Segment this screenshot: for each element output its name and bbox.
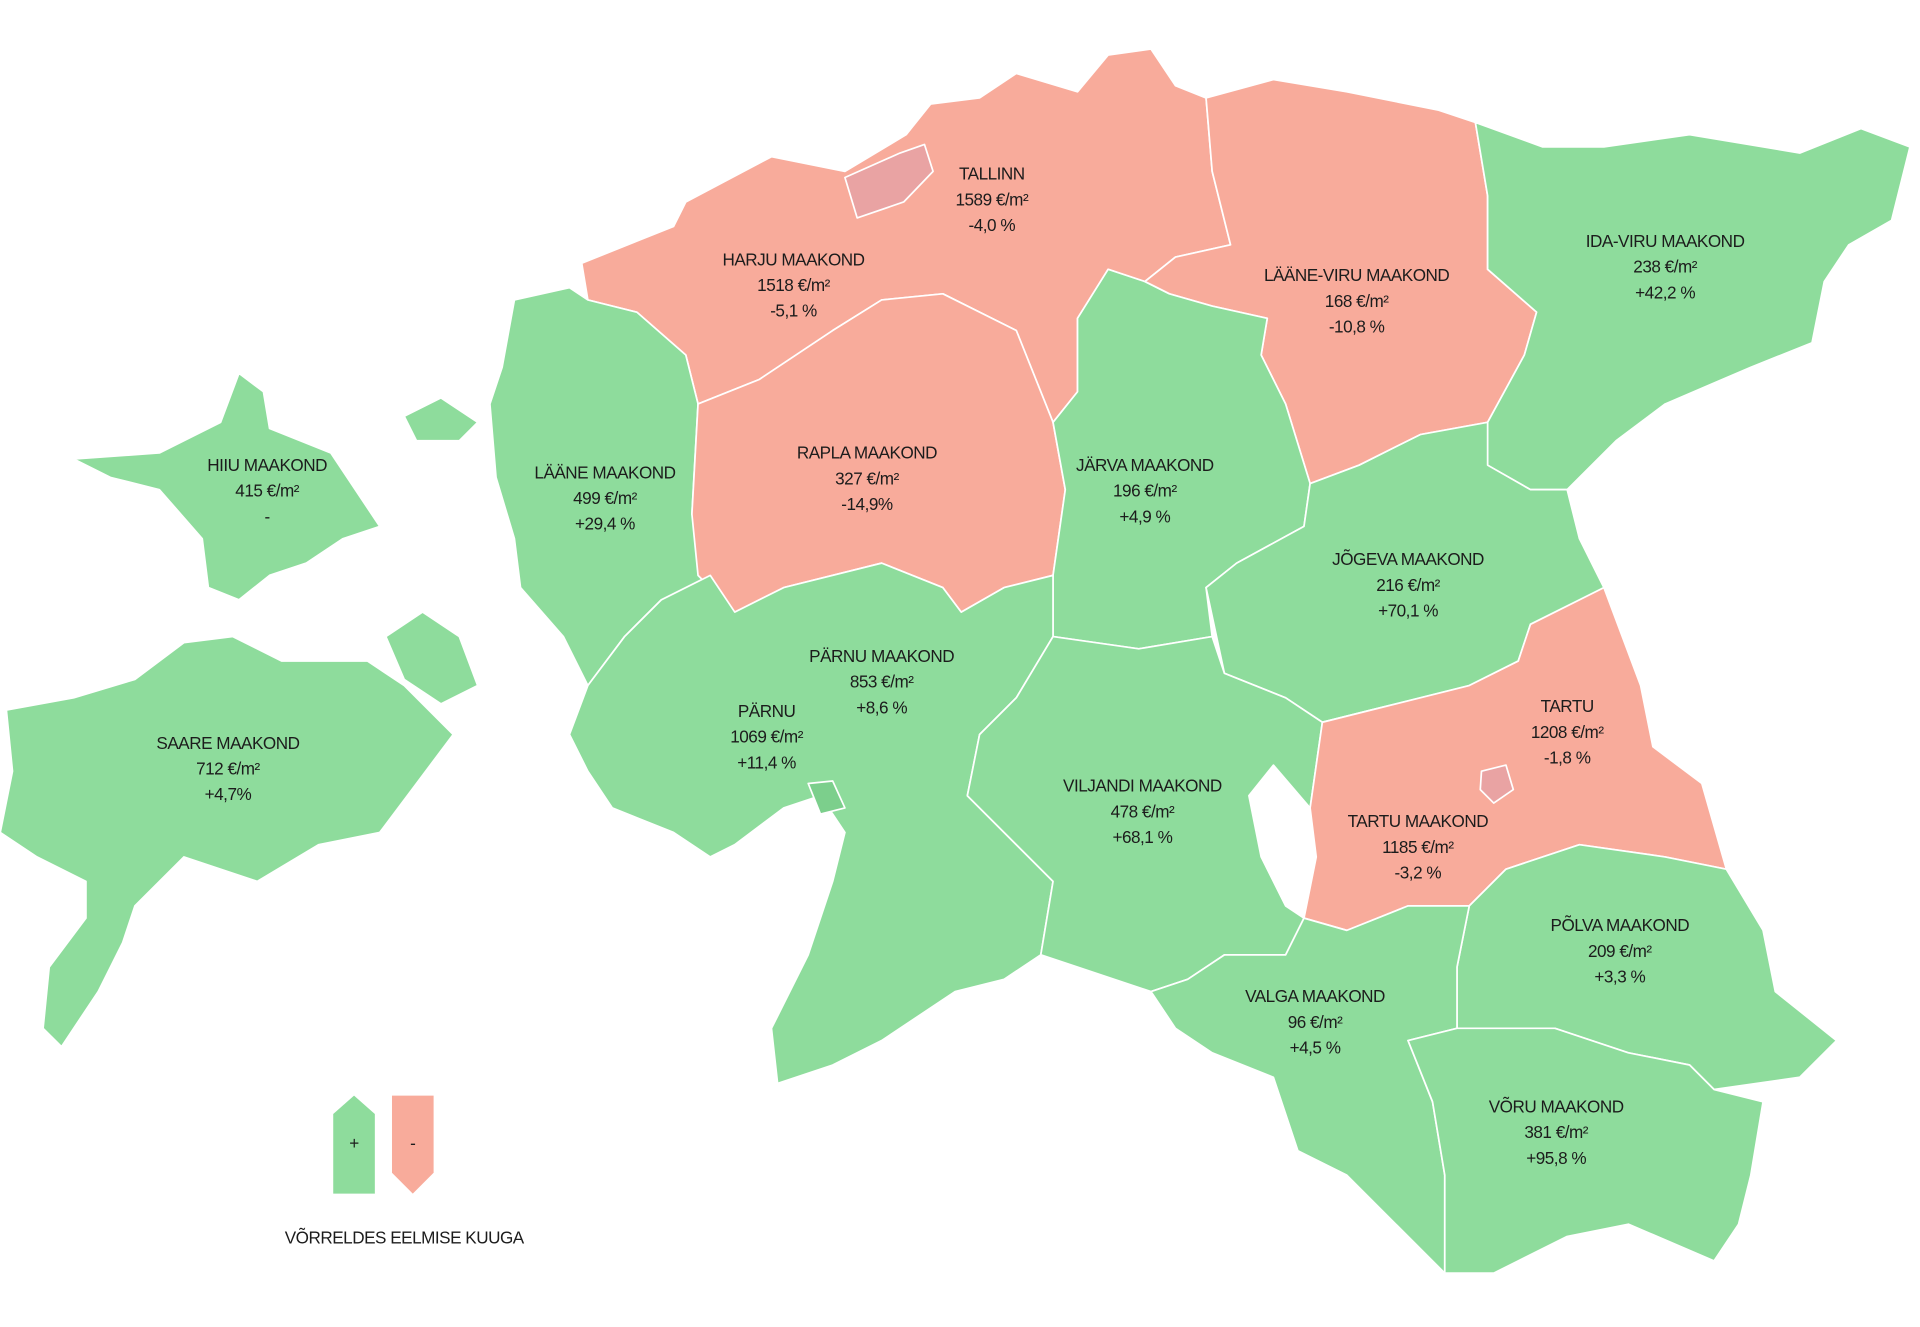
region-name: LÄÄNE-VIRU MAAKOND [1264, 265, 1449, 285]
region [807, 780, 846, 815]
legend: VÕRRELDES EELMISE KUUGA + - [285, 1095, 525, 1247]
region-price: 327 €/m² [835, 468, 899, 488]
region-name: JÄRVA MAAKOND [1076, 455, 1214, 475]
region-price: 168 €/m² [1325, 291, 1389, 311]
region-change: -4,0 % [969, 215, 1016, 235]
region-change: +29,4 % [575, 514, 635, 534]
legend-label: + [349, 1133, 359, 1153]
region [844, 143, 934, 219]
region-change: +3,3 % [1594, 967, 1645, 987]
region-name: TALLINN [959, 164, 1025, 184]
region-name: PÄRNU MAAKOND [809, 646, 954, 666]
region-name: HARJU MAAKOND [722, 249, 864, 269]
region-change: +4,7% [205, 784, 252, 804]
region-change: +68,1 % [1112, 827, 1172, 847]
region-change: -5,1 % [770, 301, 817, 321]
region [385, 611, 479, 705]
region-price: 238 €/m² [1633, 257, 1697, 277]
region-price: 712 €/m² [196, 759, 260, 779]
region-change: +4,9 % [1119, 506, 1170, 526]
legend-swatch [391, 1095, 434, 1194]
legend-label: - [410, 1133, 415, 1153]
region-change: +42,2 % [1635, 282, 1695, 302]
region-price: 1208 €/m² [1531, 722, 1604, 742]
region-name: VÕRU MAAKOND [1489, 1096, 1624, 1116]
region-name: PÄRNU [738, 701, 796, 721]
region-price: 1518 €/m² [757, 275, 830, 295]
region-change: +70,1 % [1378, 601, 1438, 621]
region-name: VILJANDI MAAKOND [1063, 776, 1222, 796]
region-change: - [265, 506, 270, 526]
region-price: 381 €/m² [1524, 1122, 1588, 1142]
regions [0, 48, 1911, 1274]
region-change: -1,8 % [1544, 748, 1591, 768]
region-change: +4,5 % [1290, 1038, 1341, 1058]
region-price: 1069 €/m² [730, 727, 803, 747]
region-price: 96 €/m² [1288, 1012, 1343, 1032]
region [1150, 905, 1471, 1274]
region-name: LÄÄNE MAAKOND [534, 462, 675, 482]
region [1407, 1027, 1764, 1274]
region-price: 209 €/m² [1588, 941, 1652, 961]
region [72, 372, 381, 601]
region-change: +95,8 % [1526, 1148, 1586, 1168]
region-change: +8,6 % [856, 697, 907, 717]
region-name: RAPLA MAAKOND [797, 443, 937, 463]
region-price: 478 €/m² [1111, 801, 1175, 821]
region-price: 1185 €/m² [1382, 837, 1454, 857]
region-price: 499 €/m² [573, 488, 637, 508]
region [0, 635, 455, 1048]
region-labels: HARJU MAAKOND 1518 €/m² -5,1 % TALLINN 1589 … [156, 164, 1745, 1168]
region-price: 216 €/m² [1376, 575, 1440, 595]
region-change: -14,9% [841, 494, 893, 514]
region-name: HIIU MAAKOND [207, 455, 327, 475]
region-change: -3,2 % [1395, 863, 1442, 883]
region-price: 415 €/m² [235, 481, 299, 501]
region [403, 396, 479, 442]
region-name: IDA-VIRU MAAKOND [1586, 231, 1745, 251]
region-price: 196 €/m² [1113, 481, 1177, 501]
region-change: -10,8 % [1329, 317, 1385, 337]
region [568, 562, 1054, 1085]
region-name: TARTU [1541, 696, 1594, 716]
region-change: +11,4 % [737, 752, 796, 772]
region-name: TARTU MAAKOND [1348, 811, 1489, 831]
region [1479, 764, 1515, 804]
region-name: VALGA MAAKOND [1245, 986, 1385, 1006]
legend-caption: VÕRRELDES EELMISE KUUGA [285, 1227, 525, 1247]
region-name: JÕGEVA MAAKOND [1332, 549, 1484, 569]
region-name: PÕLVA MAAKOND [1551, 915, 1690, 935]
region-price: 853 €/m² [850, 672, 914, 692]
legend-swatch [333, 1095, 375, 1194]
region-price: 1589 €/m² [955, 189, 1028, 209]
region-name: SAARE MAAKOND [156, 733, 299, 753]
region [1474, 121, 1911, 491]
